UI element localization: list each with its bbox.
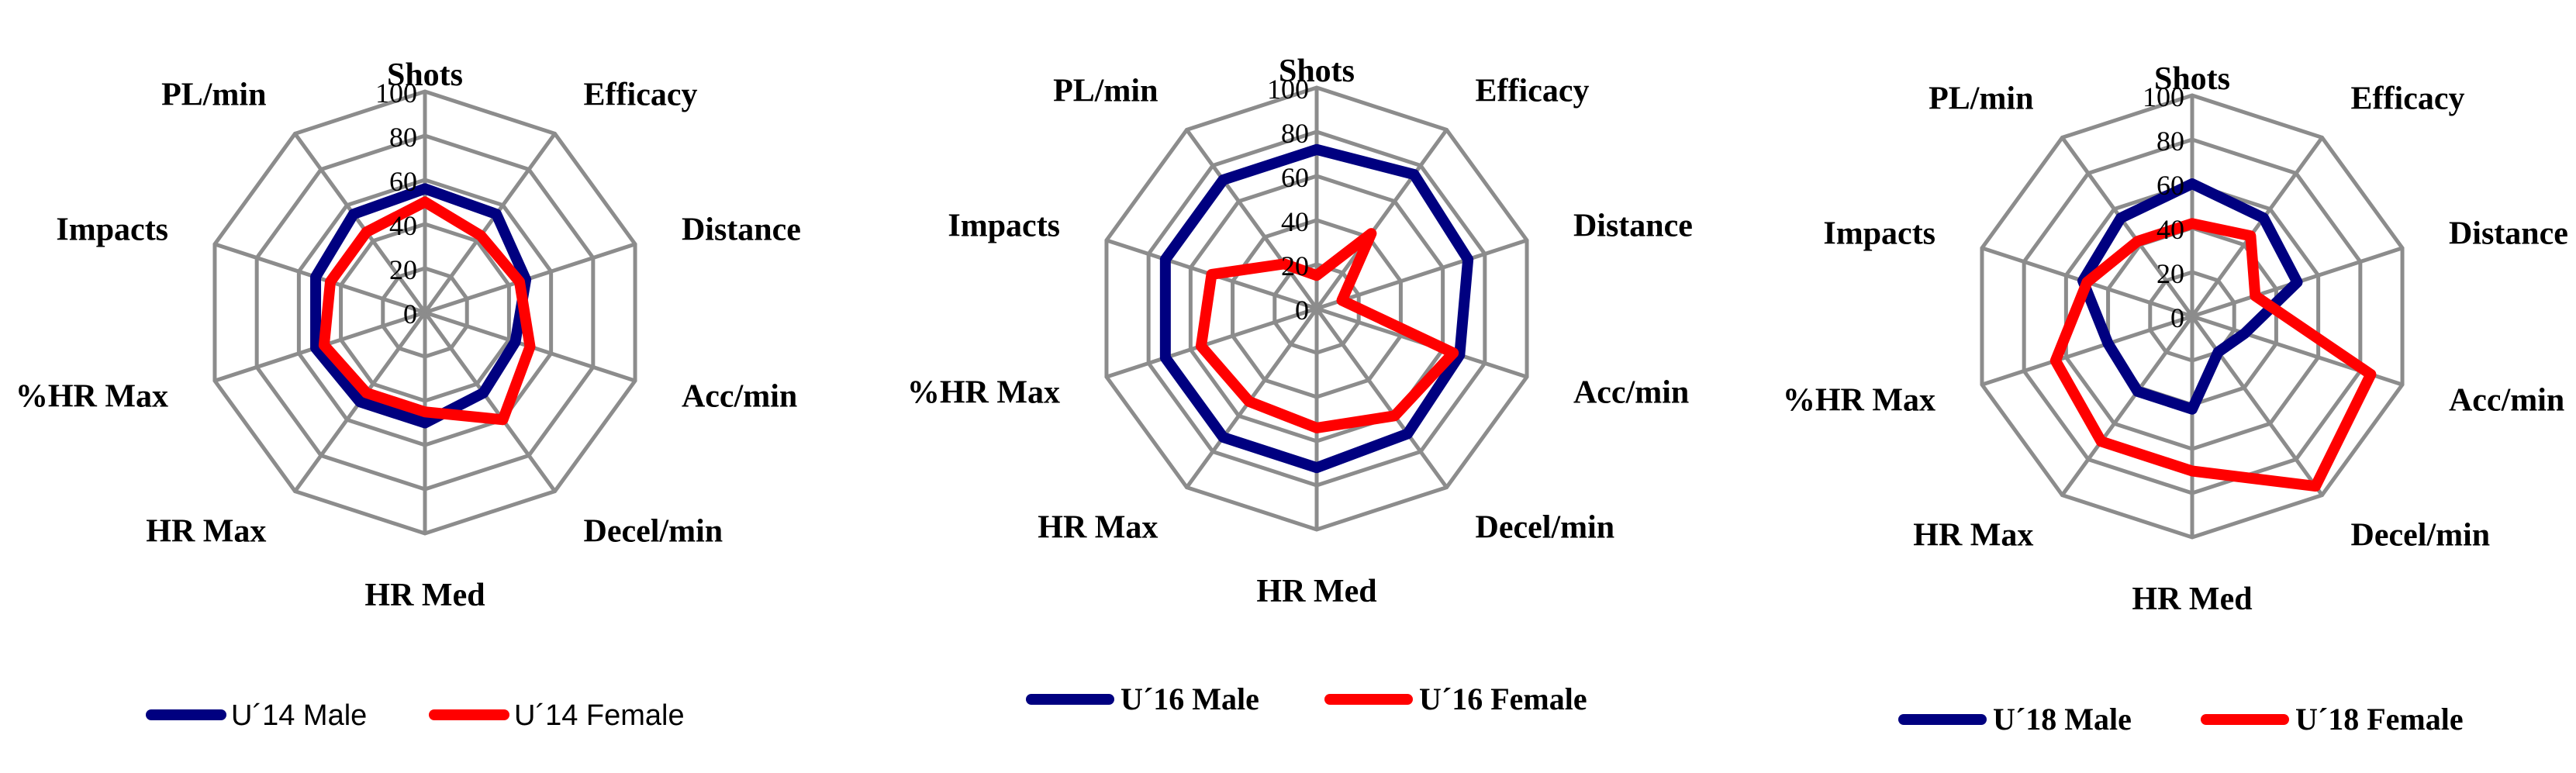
axis-label-distance: Distance: [1573, 208, 1693, 243]
axis-label-pct-hr-max: %HR Max: [16, 379, 168, 415]
spoke-pl-min: [293, 132, 427, 314]
axis-label-shots: Shots: [387, 57, 463, 93]
r-tick-label-60: 60: [1281, 162, 1309, 193]
r-tick-label-20: 20: [389, 254, 417, 285]
r-tick-label-80: 80: [389, 122, 417, 153]
series-line-u-18-male: [2077, 178, 2303, 415]
r-tick-label-80: 80: [1281, 118, 1309, 149]
radar-grid: [212, 89, 637, 536]
axis-label-pl-min: PL/min: [1053, 73, 1158, 109]
series-line-u-16-female: [1195, 228, 1459, 433]
axis-label-decel-min: Decel/min: [584, 514, 723, 550]
series-line-u-16-male: [1159, 143, 1474, 474]
spoke-distance: [1316, 238, 1528, 311]
spoke-efficacy: [423, 132, 557, 314]
axis-label-hr-max: HR Max: [1913, 518, 2033, 554]
r-tick-label-60: 60: [389, 166, 417, 197]
axis-label-decel-min: Decel/min: [1476, 510, 1615, 546]
r-tick-label-60: 60: [2156, 170, 2184, 201]
axis-label-efficacy: Efficacy: [2351, 81, 2465, 116]
axis-label-shots: Shots: [2154, 61, 2230, 97]
axis-label-acc-min: Acc/min: [1573, 375, 1689, 411]
r-tick-label-100: 100: [2143, 81, 2184, 112]
r-tick-label-40: 40: [2156, 214, 2184, 245]
legend: U´18 Male U´18 Female: [1898, 702, 2464, 737]
legend: U´16 Male U´16 Female: [1026, 682, 1587, 716]
r-tick-label-0: 0: [1295, 295, 1309, 326]
axis-label-pct-hr-max: %HR Max: [907, 375, 1060, 411]
series-line-u-14-male: [310, 183, 532, 429]
radar-grid: [1980, 93, 2405, 540]
spoke-pct-hr-max: [1106, 306, 1317, 379]
axis-label-shots: Shots: [1279, 53, 1355, 89]
axis-label-impacts: Impacts: [56, 212, 168, 247]
legend-label-u-18-female: U´18 Female: [2295, 702, 2464, 737]
axis-label-hr-med: HR Med: [1256, 574, 1376, 609]
axis-label-hr-med: HR Med: [364, 578, 485, 613]
axis-label-efficacy: Efficacy: [584, 77, 698, 112]
legend-label-u-16-male: U´16 Male: [1121, 682, 1259, 716]
r-tick-label-80: 80: [2156, 126, 2184, 157]
spoke-pl-min: [1185, 128, 1319, 310]
axis-label-distance: Distance: [2449, 216, 2568, 251]
r-tick-label-0: 0: [403, 299, 417, 330]
legend-label-u-14-female: U´14 Female: [514, 699, 685, 732]
axis-label-hr-max: HR Max: [146, 514, 266, 550]
r-tick-label-20: 20: [2156, 258, 2184, 289]
axis-label-pl-min: PL/min: [161, 77, 266, 112]
series-line-u-18-female: [2049, 218, 2377, 492]
axis-label-acc-min: Acc/min: [682, 379, 797, 415]
r-tick-label-100: 100: [1267, 74, 1309, 105]
spoke-pl-min: [2060, 136, 2194, 318]
spoke-efficacy: [2190, 136, 2324, 318]
legend-label-u-18-male: U´18 Male: [1993, 702, 2132, 737]
r-tick-label-100: 100: [375, 78, 417, 109]
spoke-efficacy: [1314, 128, 1449, 310]
axis-label-hr-max: HR Max: [1038, 510, 1158, 546]
axis-label-distance: Distance: [682, 212, 801, 247]
axis-label-acc-min: Acc/min: [2449, 383, 2564, 419]
axis-label-impacts: Impacts: [1823, 216, 1935, 251]
spoke-hr-max: [2060, 315, 2194, 497]
axis-label-hr-med: HR Med: [2132, 581, 2252, 617]
legend-label-u-14-male: U´14 Male: [231, 699, 367, 732]
spoke-decel-min: [2190, 315, 2324, 497]
series-line-u-14-female: [318, 196, 536, 426]
r-tick-label-40: 40: [1281, 206, 1309, 237]
r-tick-label-20: 20: [1281, 250, 1309, 281]
r-tick-label-0: 0: [2170, 302, 2184, 333]
spoke-decel-min: [1314, 307, 1449, 489]
axis-label-impacts: Impacts: [948, 208, 1060, 243]
spoke-decel-min: [423, 311, 557, 493]
legend: U´14 Male U´14 Female: [146, 699, 685, 732]
axis-label-pl-min: PL/min: [1929, 81, 2033, 116]
axis-label-pct-hr-max: %HR Max: [1783, 383, 1935, 419]
axis-label-efficacy: Efficacy: [1476, 73, 1590, 109]
axis-label-decel-min: Decel/min: [2351, 518, 2491, 554]
r-tick-label-40: 40: [389, 210, 417, 241]
legend-label-u-16-female: U´16 Female: [1419, 682, 1587, 716]
spoke-pct-hr-max: [1981, 314, 2193, 387]
